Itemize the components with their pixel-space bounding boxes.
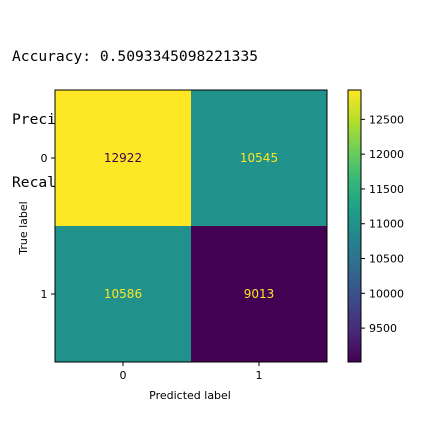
matrix-layer: 12922 10545 10586 9013 0 1 0 1 [41, 89, 328, 382]
x-tick-label-0: 0 [120, 369, 127, 382]
colorbar [347, 89, 362, 363]
colorbar-tick-label-9500: 9500 [369, 322, 397, 335]
colorbar-tick-label-11500: 11500 [369, 183, 404, 196]
axis-labels: Predicted label True label [17, 201, 231, 402]
accuracy-text: Accuracy: 0.5093345098221335 [12, 48, 259, 65]
cell-value-1-0: 10586 [104, 287, 142, 301]
x-axis-label: Predicted label [149, 389, 231, 402]
y-tick-label-1: 1 [41, 288, 48, 301]
colorbar-layer: 9500 10000 10500 11000 11500 12000 12500 [347, 89, 404, 363]
y-tick-label-0: 0 [41, 152, 48, 165]
matrix-border [54, 89, 328, 363]
matrix-cell-1-1 [191, 226, 327, 362]
colorbar-tick-label-12000: 12000 [369, 148, 404, 161]
colorbar-tick-label-11000: 11000 [369, 218, 404, 231]
matrix-cell-0-1 [191, 90, 327, 226]
matrix-cell-1-0 [55, 226, 191, 362]
colorbar-tick-label-12500: 12500 [369, 113, 404, 126]
cell-value-1-1: 9013 [244, 287, 275, 301]
cell-value-0-1: 10545 [240, 151, 278, 165]
colorbar-tick-label-10000: 10000 [369, 287, 404, 300]
cell-value-0-0: 12922 [104, 151, 142, 165]
matrix-cell-0-0 [55, 90, 191, 226]
x-tick-label-1: 1 [256, 369, 263, 382]
y-axis-label: True label [17, 201, 30, 255]
colorbar-tick-label-10500: 10500 [369, 253, 404, 266]
